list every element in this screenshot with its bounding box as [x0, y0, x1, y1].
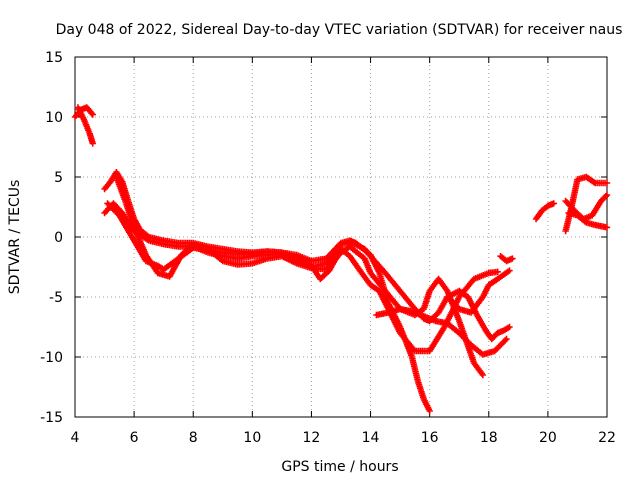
- x-axis-label: GPS time / hours: [281, 459, 398, 475]
- x-tick-label: 16: [421, 430, 439, 446]
- series-track-h: [444, 267, 513, 316]
- data-point: [503, 335, 510, 343]
- x-tick-label: 4: [71, 430, 80, 446]
- x-tick-label: 20: [539, 430, 557, 446]
- y-tick-label: 15: [45, 50, 63, 66]
- y-axis-label: SDTVAR / TECUs: [7, 180, 23, 295]
- x-tick-label: 6: [130, 430, 139, 446]
- data-point: [506, 267, 513, 274]
- series-track-j: [532, 200, 557, 223]
- data-point: [426, 407, 433, 415]
- x-tick-label: 10: [243, 430, 261, 446]
- tick-label-layer: 4 6 8 10 12 14 16 18 20 22 -15 -10 -5 0 5 10 15: [40, 50, 616, 446]
- chart-title: Day 048 of 2022, Sidereal Day-to-day VTE…: [56, 22, 623, 38]
- series-track-b: [74, 104, 96, 147]
- y-tick-label: 10: [45, 110, 63, 126]
- data-point: [494, 268, 501, 275]
- data-point: [479, 371, 487, 379]
- grid-layer: [75, 57, 607, 417]
- data-point: [602, 193, 610, 200]
- data-point: [550, 200, 557, 207]
- data-point: [603, 224, 611, 231]
- x-tick-label: 18: [480, 430, 498, 446]
- y-tick-label: -5: [49, 290, 63, 306]
- x-tick-label: 8: [189, 430, 198, 446]
- series-track-g: [373, 305, 510, 358]
- data-point: [509, 255, 516, 262]
- data-point: [506, 323, 513, 331]
- tick-layer: [74, 56, 608, 418]
- y-tick-label: -10: [40, 350, 63, 366]
- data-point: [89, 111, 96, 118]
- y-tick-label: 5: [54, 170, 63, 186]
- x-tick-label: 14: [362, 430, 380, 446]
- x-tick-label: 12: [303, 430, 321, 446]
- data-point: [603, 179, 611, 187]
- y-tick-label: 0: [54, 230, 63, 246]
- y-tick-label: -15: [40, 410, 63, 426]
- data-point: [501, 337, 509, 344]
- series-track-i: [497, 253, 516, 265]
- x-tick-label: 22: [598, 430, 616, 446]
- data-point: [89, 140, 96, 147]
- series-track-m: [565, 209, 611, 231]
- data-layer: [71, 104, 611, 415]
- data-point: [603, 191, 611, 199]
